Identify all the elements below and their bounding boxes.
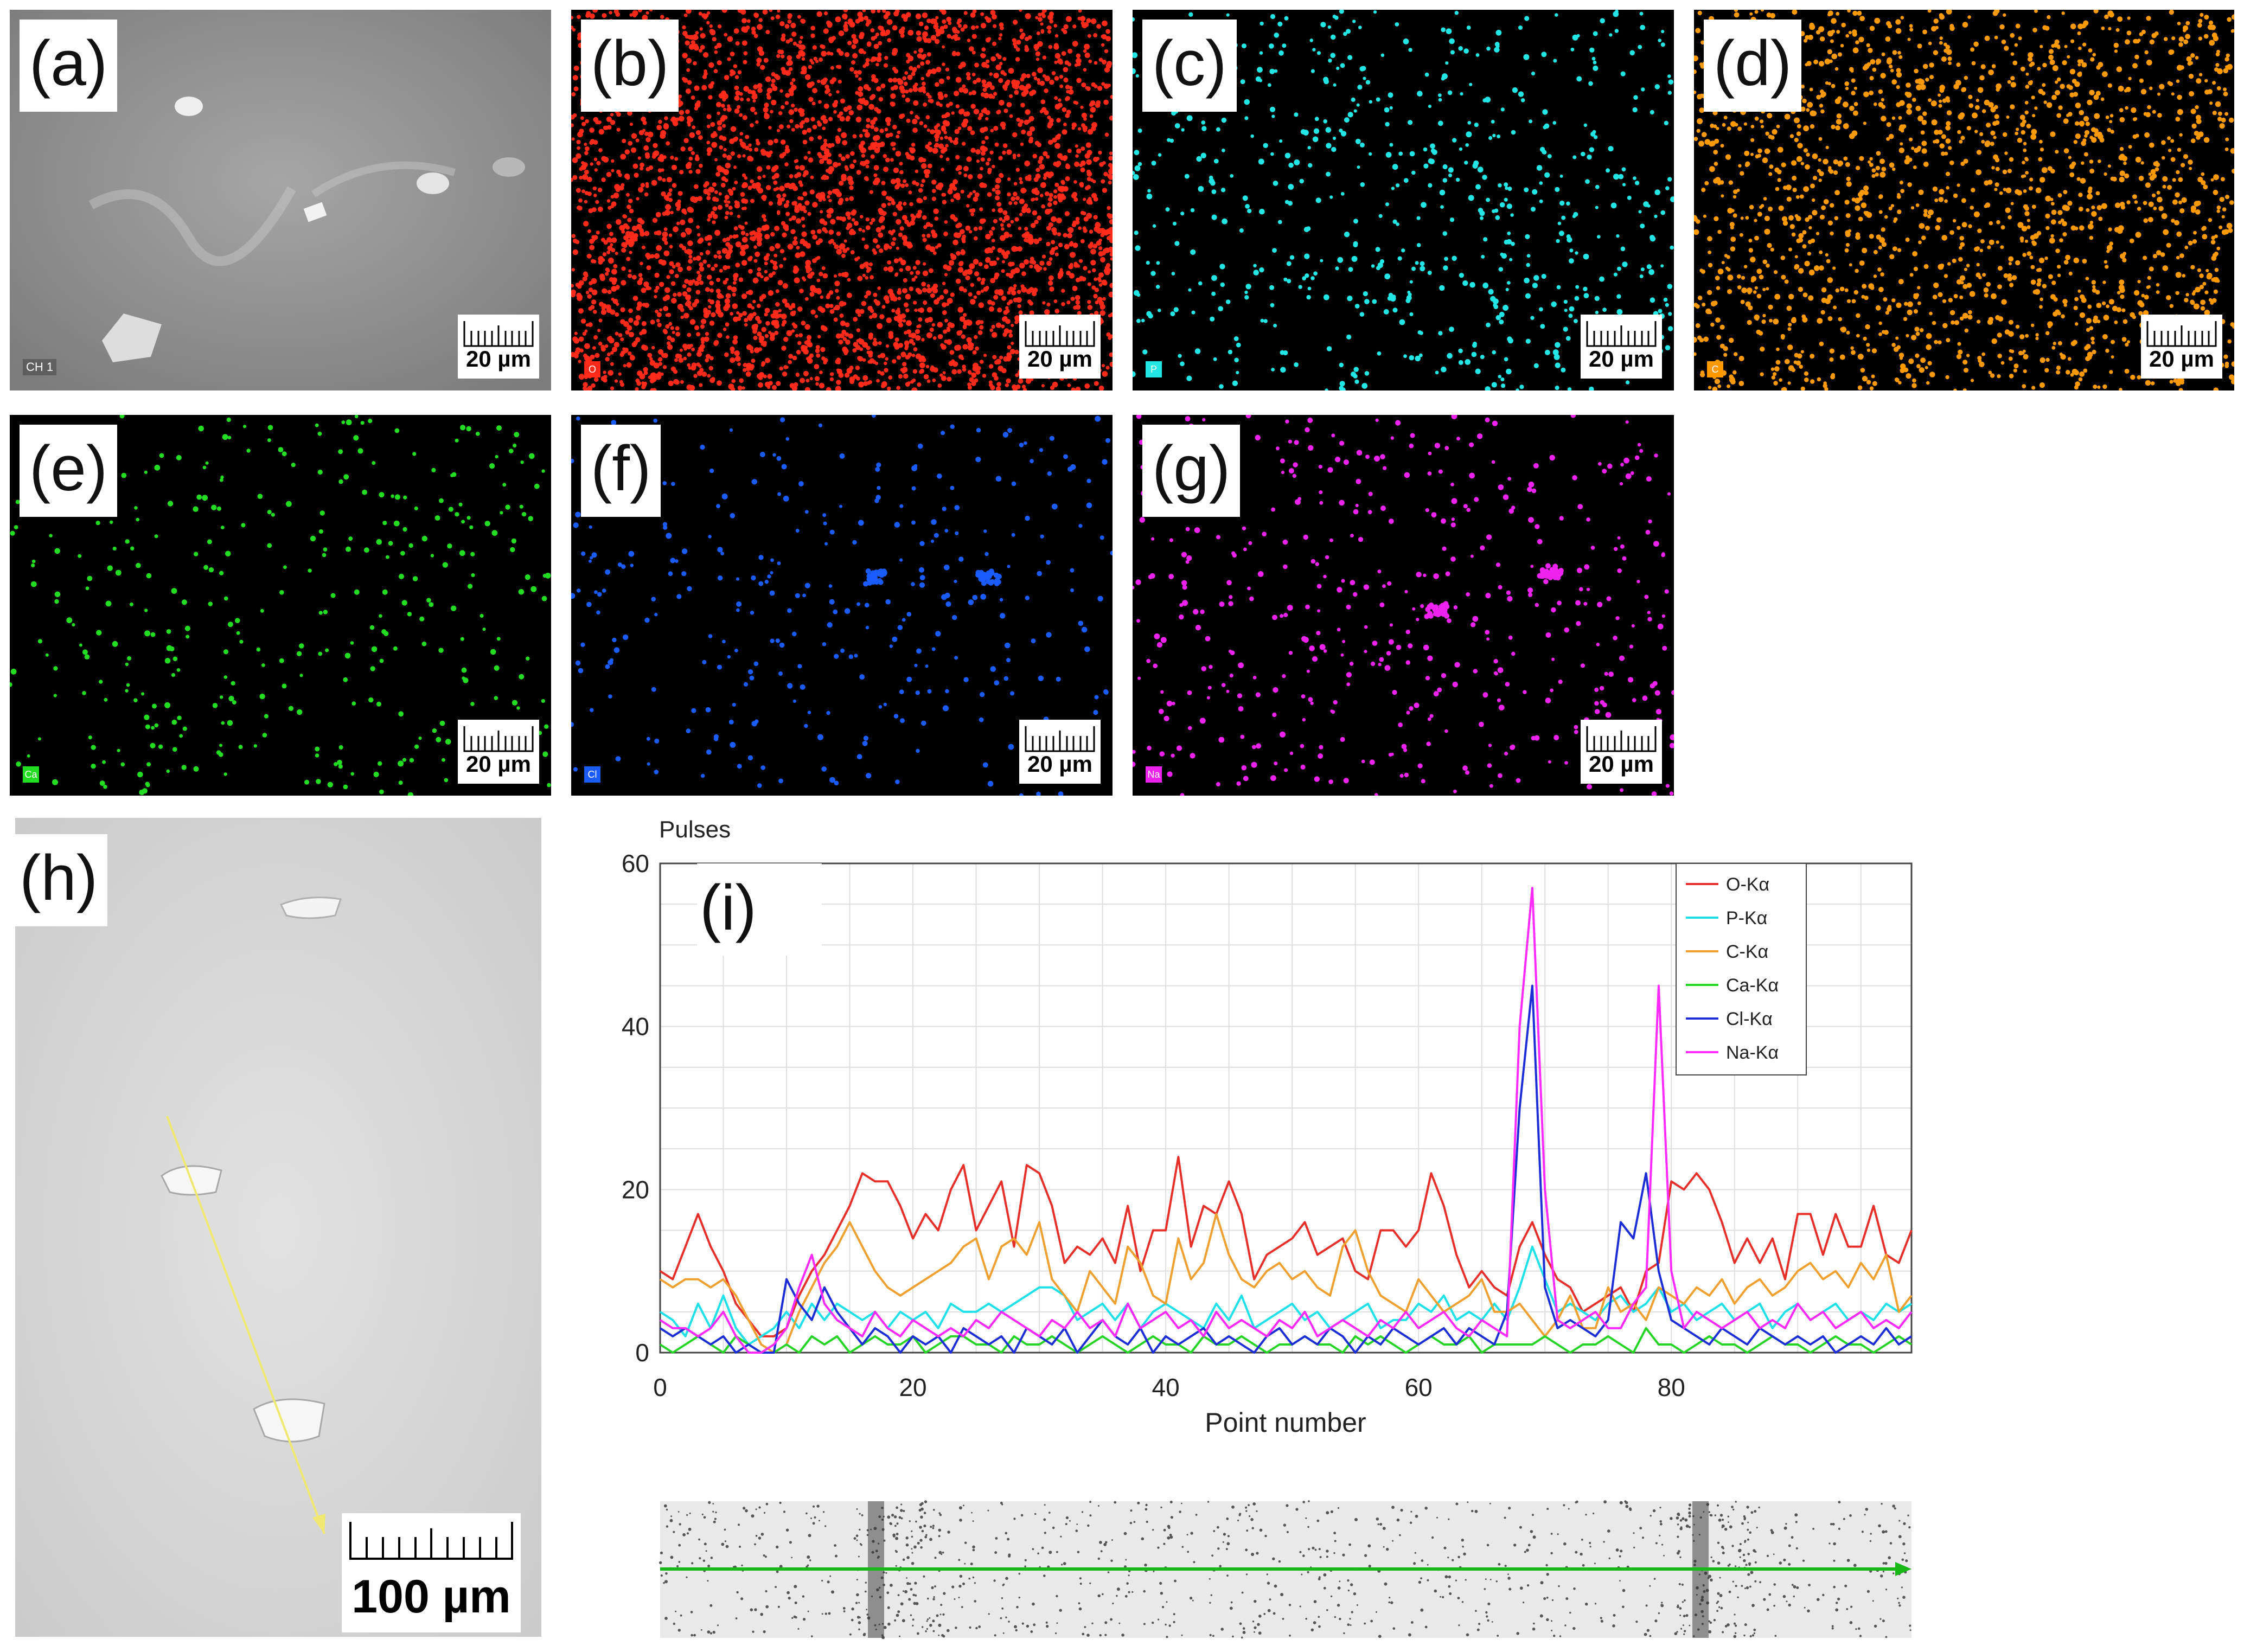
scale-bar-ruler (1586, 321, 1657, 347)
y-tick-label: 0 (635, 1339, 649, 1367)
element-badge: Na (1146, 766, 1162, 783)
panel-label: (f) (581, 425, 661, 517)
scale-bar-label: 20 µm (2149, 346, 2214, 372)
y-tick-label: 60 (622, 849, 649, 878)
scale-bar: 20 µm (1019, 315, 1101, 379)
x-tick-label: 80 (1658, 1373, 1685, 1401)
scale-bar-label: 20 µm (1589, 346, 1654, 372)
line-scan-chart: Pulses Point number 0 20 40 60 80 0 20 40 60 (i)… (622, 816, 1913, 1640)
scale-bar: 20 µm (2141, 315, 2222, 379)
map-panel-cl: (f) Cl 20 µm (571, 415, 1113, 796)
series-line-c (659, 1213, 1913, 1354)
legend-entry: O-Kα (1726, 874, 1769, 895)
legend-entry: Na-Kα (1726, 1042, 1779, 1063)
element-badge: P (1146, 361, 1162, 377)
panel-label: (b) (581, 20, 679, 112)
y-axis-label: Pulses (659, 816, 731, 843)
panel-label: (g) (1142, 425, 1241, 517)
legend-entry: P-Kα (1726, 908, 1767, 929)
element-badge: Ca (23, 766, 39, 783)
scan-arrow-icon (1895, 1562, 1911, 1576)
scale-bar-label: 100 µm (351, 1571, 511, 1623)
scale-bar-ruler (2146, 321, 2217, 347)
scale-bar: 20 µm (1581, 315, 1662, 379)
element-badge: O (584, 361, 600, 377)
legend-entry: Cl-Kα (1726, 1009, 1773, 1029)
series-lines (659, 887, 1913, 1354)
map-panel-na: (g) Na 20 µm (1133, 415, 1674, 796)
sem-line-scan-panel: (h) (15, 818, 541, 1637)
scale-bar-ruler (1025, 321, 1095, 347)
scale-bar: 20 µm (1019, 720, 1101, 784)
scale-bar-ruler (463, 726, 534, 752)
scale-bar-ruler (1025, 726, 1095, 752)
scale-bar: 20 µm (458, 720, 539, 784)
scale-bar-ruler (1586, 726, 1657, 752)
scale-bar-label: 20 µm (1027, 751, 1092, 777)
panel-label-box (697, 863, 822, 956)
y-tick-label: 20 (622, 1175, 649, 1203)
panel-label: (d) (1704, 20, 1802, 112)
scale-bar-label: 20 µm (466, 751, 531, 777)
map-panel-p: (c) P 20 µm (1133, 10, 1674, 390)
plot-frame (659, 862, 1913, 1354)
scale-bar: 20 µm (1581, 720, 1662, 784)
series-line-cl (659, 984, 1913, 1354)
x-tick-label: 0 (653, 1373, 667, 1401)
map-panel-ca: (e) Ca 20 µm (10, 415, 551, 796)
scale-bar-ruler (349, 1522, 513, 1560)
series-line-na (659, 887, 1913, 1354)
legend-entry: C-Kα (1726, 942, 1768, 962)
axis-ticks: 0 20 40 60 80 0 20 40 60 (622, 849, 1685, 1401)
series-line-ca (659, 1327, 1913, 1354)
scale-bar-label: 20 µm (1027, 346, 1092, 372)
panel-label: (a) (20, 20, 118, 112)
panel-label: (e) (20, 425, 118, 517)
element-badge: C (1707, 361, 1723, 377)
channel-label: CH 1 (23, 359, 57, 375)
y-tick-label: 40 (622, 1013, 649, 1041)
scale-bar-label: 20 µm (1589, 751, 1654, 777)
map-panel-c: (d) C 20 µm (1694, 10, 2234, 390)
line-scan-strip (659, 1500, 1911, 1640)
panel-label: (h) (15, 834, 108, 926)
scale-bar: 20 µm (458, 315, 539, 379)
panel-label: (i) (700, 872, 757, 944)
legend: O-Kα P-Kα C-Kα Ca-Kα Cl-Kα Na-Kα (1676, 863, 1807, 1075)
sem-image-panel: (a) CH 1 20 µm (10, 10, 551, 390)
x-tick-label: 20 (899, 1373, 926, 1401)
element-badge: Cl (584, 766, 600, 783)
x-tick-label: 60 (1405, 1373, 1433, 1401)
scale-bar: 100 µm (342, 1513, 521, 1632)
sem-micrograph (15, 818, 541, 1637)
series-line-o (659, 1156, 1913, 1337)
map-panel-o: (b) O 20 µm (571, 10, 1113, 390)
x-tick-label: 40 (1152, 1373, 1180, 1401)
scale-bar-label: 20 µm (466, 346, 531, 372)
panel-label: (c) (1142, 20, 1237, 112)
legend-entry: Ca-Kα (1726, 975, 1779, 996)
x-axis-label: Point number (1205, 1407, 1366, 1438)
scale-bar-ruler (463, 321, 534, 347)
